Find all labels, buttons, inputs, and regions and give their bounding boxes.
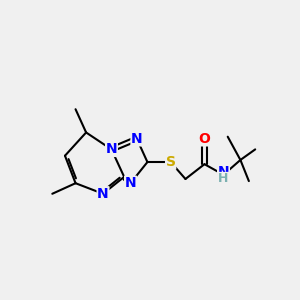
Text: N: N (125, 176, 136, 190)
Text: N: N (218, 165, 229, 179)
Text: N: N (131, 132, 143, 146)
Text: S: S (166, 155, 176, 169)
Text: O: O (199, 132, 210, 146)
Text: H: H (218, 172, 229, 185)
Text: N: N (106, 142, 117, 156)
Text: N: N (97, 187, 109, 201)
